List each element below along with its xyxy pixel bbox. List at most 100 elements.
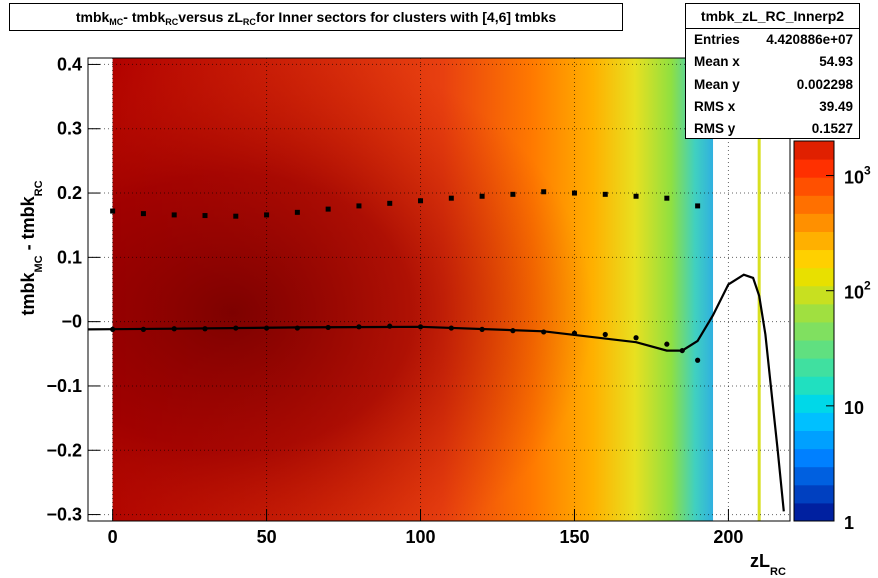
rms-point	[541, 189, 547, 195]
title-part-2: - tmbk	[123, 9, 166, 25]
rms-point	[202, 213, 208, 219]
palette-cell	[794, 285, 834, 305]
stats-label: Entries	[694, 32, 740, 47]
mean-point	[294, 325, 300, 331]
palette-cell	[794, 321, 834, 341]
palette-cell	[794, 412, 834, 432]
palette-cell	[794, 502, 834, 522]
mean-point	[171, 326, 177, 332]
rms-point	[664, 195, 670, 201]
stats-label: RMS x	[694, 98, 736, 114]
palette-cell	[794, 448, 834, 468]
rms-point	[418, 198, 424, 204]
mean-point	[541, 329, 547, 335]
title-part-6: for Inner sectors for clusters with [4,6…	[255, 9, 557, 25]
stats-name: tmbk_zL_RC_Innerp2	[686, 4, 859, 29]
mean-point	[202, 326, 208, 332]
x-tick-label: 100	[406, 527, 436, 547]
rms-point	[110, 208, 116, 214]
rms-point	[294, 209, 300, 215]
stats-label: Mean y	[694, 76, 740, 92]
stats-value: 0.1527	[811, 121, 853, 137]
mean-point	[325, 324, 331, 331]
stats-row-mean-x: Mean x 54.93	[686, 51, 859, 73]
rms-point	[171, 212, 177, 218]
mean-point	[356, 324, 362, 330]
y-tick-label: −0	[61, 312, 82, 332]
title-part-4: versus zL	[178, 9, 243, 25]
mean-point	[140, 326, 147, 332]
rms-point	[140, 211, 146, 217]
palette-cell	[794, 430, 834, 450]
rms-point	[510, 191, 516, 197]
palette-frame	[793, 140, 835, 522]
palette-cell	[794, 358, 834, 377]
mean-point	[679, 347, 685, 354]
color-palette: 1 10 102 103	[793, 140, 871, 533]
mean-point	[417, 324, 424, 330]
palette-cell	[794, 267, 834, 287]
heatmap-core	[112, 58, 714, 521]
fit-curve	[87, 273, 785, 512]
stats-value: 39.49	[819, 98, 853, 114]
heatmap-stripe	[757, 138, 761, 521]
x-tick-label: 0	[108, 527, 118, 547]
palette-tick-label: 102	[844, 279, 871, 303]
mean-point	[571, 330, 578, 336]
x-axis-label: zLRC	[750, 551, 786, 578]
palette-tick-label: 1	[844, 513, 854, 533]
palette-cell	[794, 376, 834, 395]
rms-point	[356, 203, 362, 209]
palette-cell	[794, 484, 834, 504]
stats-label: Mean x	[694, 54, 740, 70]
y-tick-label: −0.2	[46, 440, 82, 460]
mean-point	[233, 325, 239, 331]
palette-cell	[794, 177, 834, 196]
chart-title: tmbk MC - tmbk RC versus zL RC for Inner se…	[9, 3, 623, 31]
mean-point	[602, 331, 608, 338]
mean-point	[479, 326, 485, 332]
palette-tick-label: 10	[844, 398, 864, 418]
x-tick-label: 200	[713, 527, 743, 547]
stats-box: tmbk_zL_RC_Innerp2 Entries 4.420886e+07 M…	[685, 3, 860, 139]
rms-point	[387, 200, 393, 206]
stats-value: 4.420886e+07	[766, 32, 853, 47]
palette-cell	[794, 303, 834, 323]
title-part-0: tmbk	[75, 9, 110, 25]
stats-row-rms-x: RMS x 39.49	[686, 96, 859, 118]
x-tick-label: 150	[559, 527, 589, 547]
stats-row-entries: Entries 4.420886e+07	[686, 29, 859, 51]
stats-row-rms-y: RMS y 0.1527	[686, 118, 859, 140]
axes: 0 50 100 150 200 −0.3 −0.2 −0.1 −0 0.1 0.2 0.3 0.4 zL…	[18, 54, 791, 578]
mean-point	[664, 341, 670, 347]
palette-cell	[794, 213, 834, 232]
palette-cell	[794, 394, 834, 413]
palette-tick-label: 103	[844, 164, 871, 188]
mean-point	[263, 325, 270, 331]
y-tick-label: 0.4	[57, 54, 82, 74]
palette-cell	[794, 141, 834, 160]
stats-row-mean-y: Mean y 0.002298	[686, 74, 859, 96]
title-sub-mc: MC	[109, 17, 124, 27]
palette-cell	[794, 195, 834, 214]
rms-point	[325, 206, 331, 212]
stats-value: 54.93	[819, 54, 853, 70]
rms-point	[233, 213, 239, 219]
palette-cell	[794, 159, 834, 178]
rms-point	[571, 190, 577, 196]
plot-area	[87, 58, 790, 521]
y-tick-label: −0.1	[46, 376, 82, 396]
rms-point	[602, 191, 608, 197]
rms-point	[264, 212, 270, 218]
rms-point	[479, 193, 485, 199]
palette-cell	[794, 466, 834, 486]
mean-point	[633, 335, 639, 341]
rms-point	[448, 195, 454, 201]
y-tick-label: 0.1	[57, 247, 82, 267]
y-axis-label: tmbkMC - tmbkRC	[18, 180, 45, 315]
y-tick-label: −0.3	[46, 505, 82, 525]
mean-point	[695, 357, 701, 363]
x-tick-label: 50	[257, 527, 277, 547]
plot-frame	[87, 57, 791, 522]
